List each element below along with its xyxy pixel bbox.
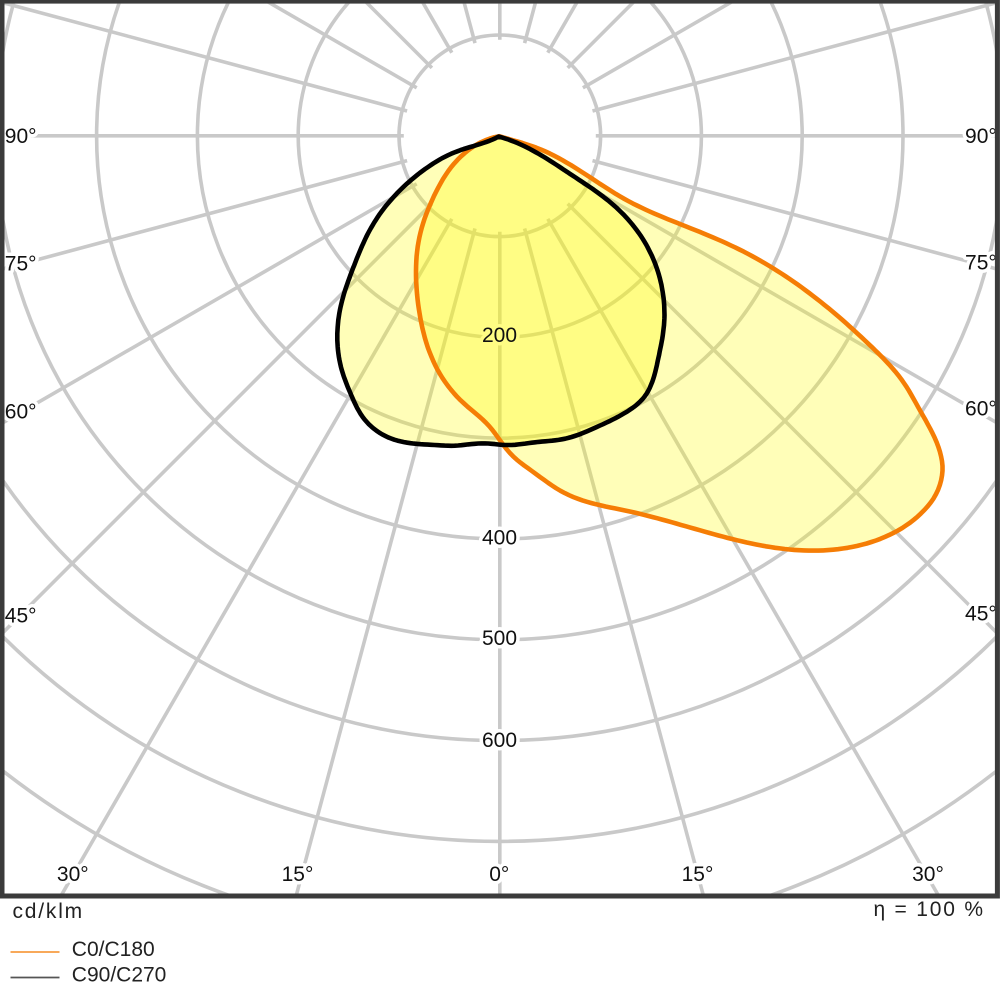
svg-text:600: 600 [482,729,517,752]
svg-text:500: 500 [482,627,517,650]
svg-text:75°: 75° [5,253,37,276]
svg-text:75°: 75° [5,253,37,276]
svg-text:30°: 30° [57,863,89,886]
svg-text:30°: 30° [912,863,944,886]
svg-text:90°: 90° [5,125,37,148]
svg-text:60°: 60° [5,401,37,424]
svg-text:200: 200 [482,324,517,347]
svg-text:400: 400 [482,527,517,550]
svg-text:15°: 15° [682,863,714,886]
svg-text:500: 500 [482,627,517,650]
svg-text:400: 400 [482,527,517,550]
svg-text:60°: 60° [5,401,37,424]
svg-text:90°: 90° [965,125,997,148]
svg-text:cd/klm: cd/klm [13,900,84,923]
svg-text:30°: 30° [57,863,89,886]
svg-text:60°: 60° [965,398,997,421]
svg-text:45°: 45° [5,605,37,628]
svg-text:45°: 45° [5,605,37,628]
svg-text:15°: 15° [682,863,714,886]
svg-text:45°: 45° [965,603,997,626]
svg-text:15°: 15° [282,863,314,886]
svg-text:45°: 45° [965,603,997,626]
svg-text:60°: 60° [965,398,997,421]
svg-text:600: 600 [482,729,517,752]
svg-text:90°: 90° [5,125,37,148]
svg-text:C0/C180: C0/C180 [72,938,155,961]
svg-text:C90/C270: C90/C270 [72,964,167,987]
svg-text:η = 100 %: η = 100 % [873,898,984,921]
svg-text:30°: 30° [912,863,944,886]
svg-text:0°: 0° [489,863,509,886]
svg-text:90°: 90° [965,125,997,148]
svg-text:75°: 75° [965,252,997,275]
svg-text:0°: 0° [489,863,509,886]
svg-text:75°: 75° [965,252,997,275]
svg-text:15°: 15° [282,863,314,886]
